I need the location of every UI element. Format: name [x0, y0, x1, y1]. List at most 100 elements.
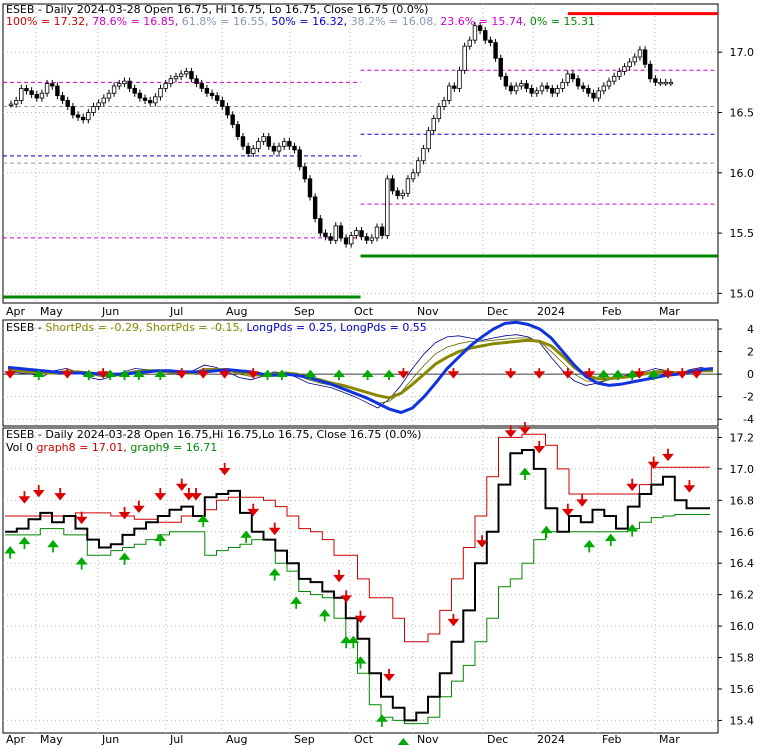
candle-body-35: [189, 71, 194, 80]
candle-body-56: [297, 149, 302, 168]
candle-body-85: [446, 85, 452, 101]
sell-arrow-3: [75, 511, 88, 525]
panel1-fib-header-part-6: 0% = 15.31: [526, 15, 595, 28]
buy-arrow-13: [354, 656, 367, 669]
candle-body-65: [343, 237, 349, 245]
candle-body-112: [586, 87, 591, 94]
osc-buy-arrow-0: [32, 369, 45, 381]
candle-body-19: [106, 92, 112, 99]
candle-body-36: [194, 78, 199, 84]
candle-body-25: [137, 92, 143, 99]
candle-body-104: [544, 85, 550, 89]
ytick-label-2-3: -2: [743, 391, 754, 404]
ytick-label-2-0: 4: [747, 323, 754, 336]
panel1-fib-header-part-0: 100% = 17.32,: [6, 15, 89, 28]
candle-body-106: [555, 87, 560, 94]
osc-buy-arrow-12: [597, 369, 610, 381]
candle-body-29: [158, 87, 163, 98]
candle-body-2: [19, 87, 24, 101]
candle-body-109: [570, 73, 576, 80]
osc-buy-arrow-14: [626, 369, 639, 381]
sell-arrow-15: [354, 610, 367, 624]
candle-body-108: [565, 73, 570, 83]
xlabel-p3-1: May: [40, 733, 63, 745]
sell-arrow-21: [533, 440, 546, 454]
sell-arrow-13: [333, 569, 345, 583]
buy-arrow-0: [4, 546, 17, 559]
candle-body-113: [591, 92, 596, 99]
panel-3: [2, 427, 722, 734]
candle-body-74: [390, 178, 395, 192]
candle-body-120: [627, 61, 632, 68]
buy-arrow-14: [376, 714, 388, 727]
panel-frame-3: [2, 427, 719, 734]
candle-body-97: [508, 85, 514, 92]
xlabel-p3-0: Apr: [6, 733, 26, 745]
sell-arrow-12: [268, 522, 281, 536]
osc-buy-arrow-6: [261, 369, 274, 381]
candle-body-52: [276, 145, 282, 152]
candle-body-98: [513, 85, 519, 92]
candle-body-48: [256, 141, 261, 150]
xlabel-p1-8: Dec: [487, 305, 508, 318]
candle-body-24: [132, 87, 137, 94]
xlabel-p1-6: Oct: [354, 305, 374, 318]
sell-arrow-14: [340, 590, 353, 603]
panel3-legend-part-0: Vol 0: [6, 441, 33, 454]
panel1-fib-header-part-2: 61.8% = 16.55,: [178, 15, 268, 28]
candle-body-26: [142, 97, 148, 101]
candle-body-45: [240, 136, 246, 147]
candle-body-76: [400, 192, 405, 197]
buy-arrow-15: [397, 737, 410, 749]
ytick-label-3-3: 16.6: [730, 526, 755, 539]
buy-arrow-19: [604, 533, 617, 547]
candle-body-72: [379, 226, 385, 236]
buy-arrow-1: [18, 536, 31, 550]
candle-body-87: [457, 69, 462, 89]
candle-body-63: [333, 225, 338, 241]
sell-arrow-6: [154, 488, 167, 501]
osc-sell-arrow-8: [447, 368, 460, 379]
panel2-title-part-3: LongPds = 0.25,: [243, 321, 337, 334]
candle-body-126: [658, 81, 663, 85]
candle-body-77: [405, 178, 411, 194]
osc-sell-arrow-15: [676, 368, 689, 379]
candle-body-91: [477, 25, 483, 31]
candle-body-66: [349, 235, 354, 245]
xlabel-p1-10: Feb: [602, 305, 621, 318]
sell-arrow-4: [118, 506, 131, 520]
candle-body-101: [529, 87, 534, 94]
candle-body-110: [575, 78, 581, 87]
sell-arrow-26: [662, 448, 674, 462]
candle-body-50: [266, 136, 271, 147]
osc-sell-arrow-9: [504, 368, 517, 379]
candle-body-80: [421, 148, 426, 162]
buy-arrow-16: [519, 467, 531, 481]
candle-body-10: [60, 95, 65, 101]
panel1-title-part-0: ESEB - Daily 2024-03-28 Open 16.75, Hi 1…: [6, 3, 428, 16]
sell-arrow-5: [132, 500, 145, 514]
candle-body-18: [101, 97, 106, 104]
xlabel-p3-4: Aug: [226, 733, 247, 745]
candle-body-11: [65, 100, 70, 107]
panel-1: [2, 3, 722, 304]
candle-body-57: [302, 166, 308, 180]
candle-body-32: [173, 75, 179, 80]
buy-arrow-10: [318, 609, 331, 622]
candle-body-81: [426, 130, 431, 150]
panel1-fib-header-part-4: 38.2% = 16.08,: [347, 15, 437, 28]
xlabel-p3-8: Dec: [487, 733, 508, 745]
buy-arrow-17: [540, 525, 553, 539]
sell-arrow-22: [561, 503, 574, 517]
candle-body-124: [648, 63, 653, 80]
candle-body-12: [70, 106, 76, 116]
ytick-label-3-0: 17.2: [730, 431, 755, 444]
xlabel-p1-4: Aug: [226, 305, 247, 318]
candle-body-54: [287, 141, 292, 147]
candle-body-16: [91, 106, 96, 113]
candle-body-3: [24, 87, 29, 92]
panel2-title-part-1: ShortPds = -0.29,: [42, 321, 143, 334]
osc-sell-arrow-0: [4, 368, 17, 379]
candle-body-41: [220, 100, 225, 107]
